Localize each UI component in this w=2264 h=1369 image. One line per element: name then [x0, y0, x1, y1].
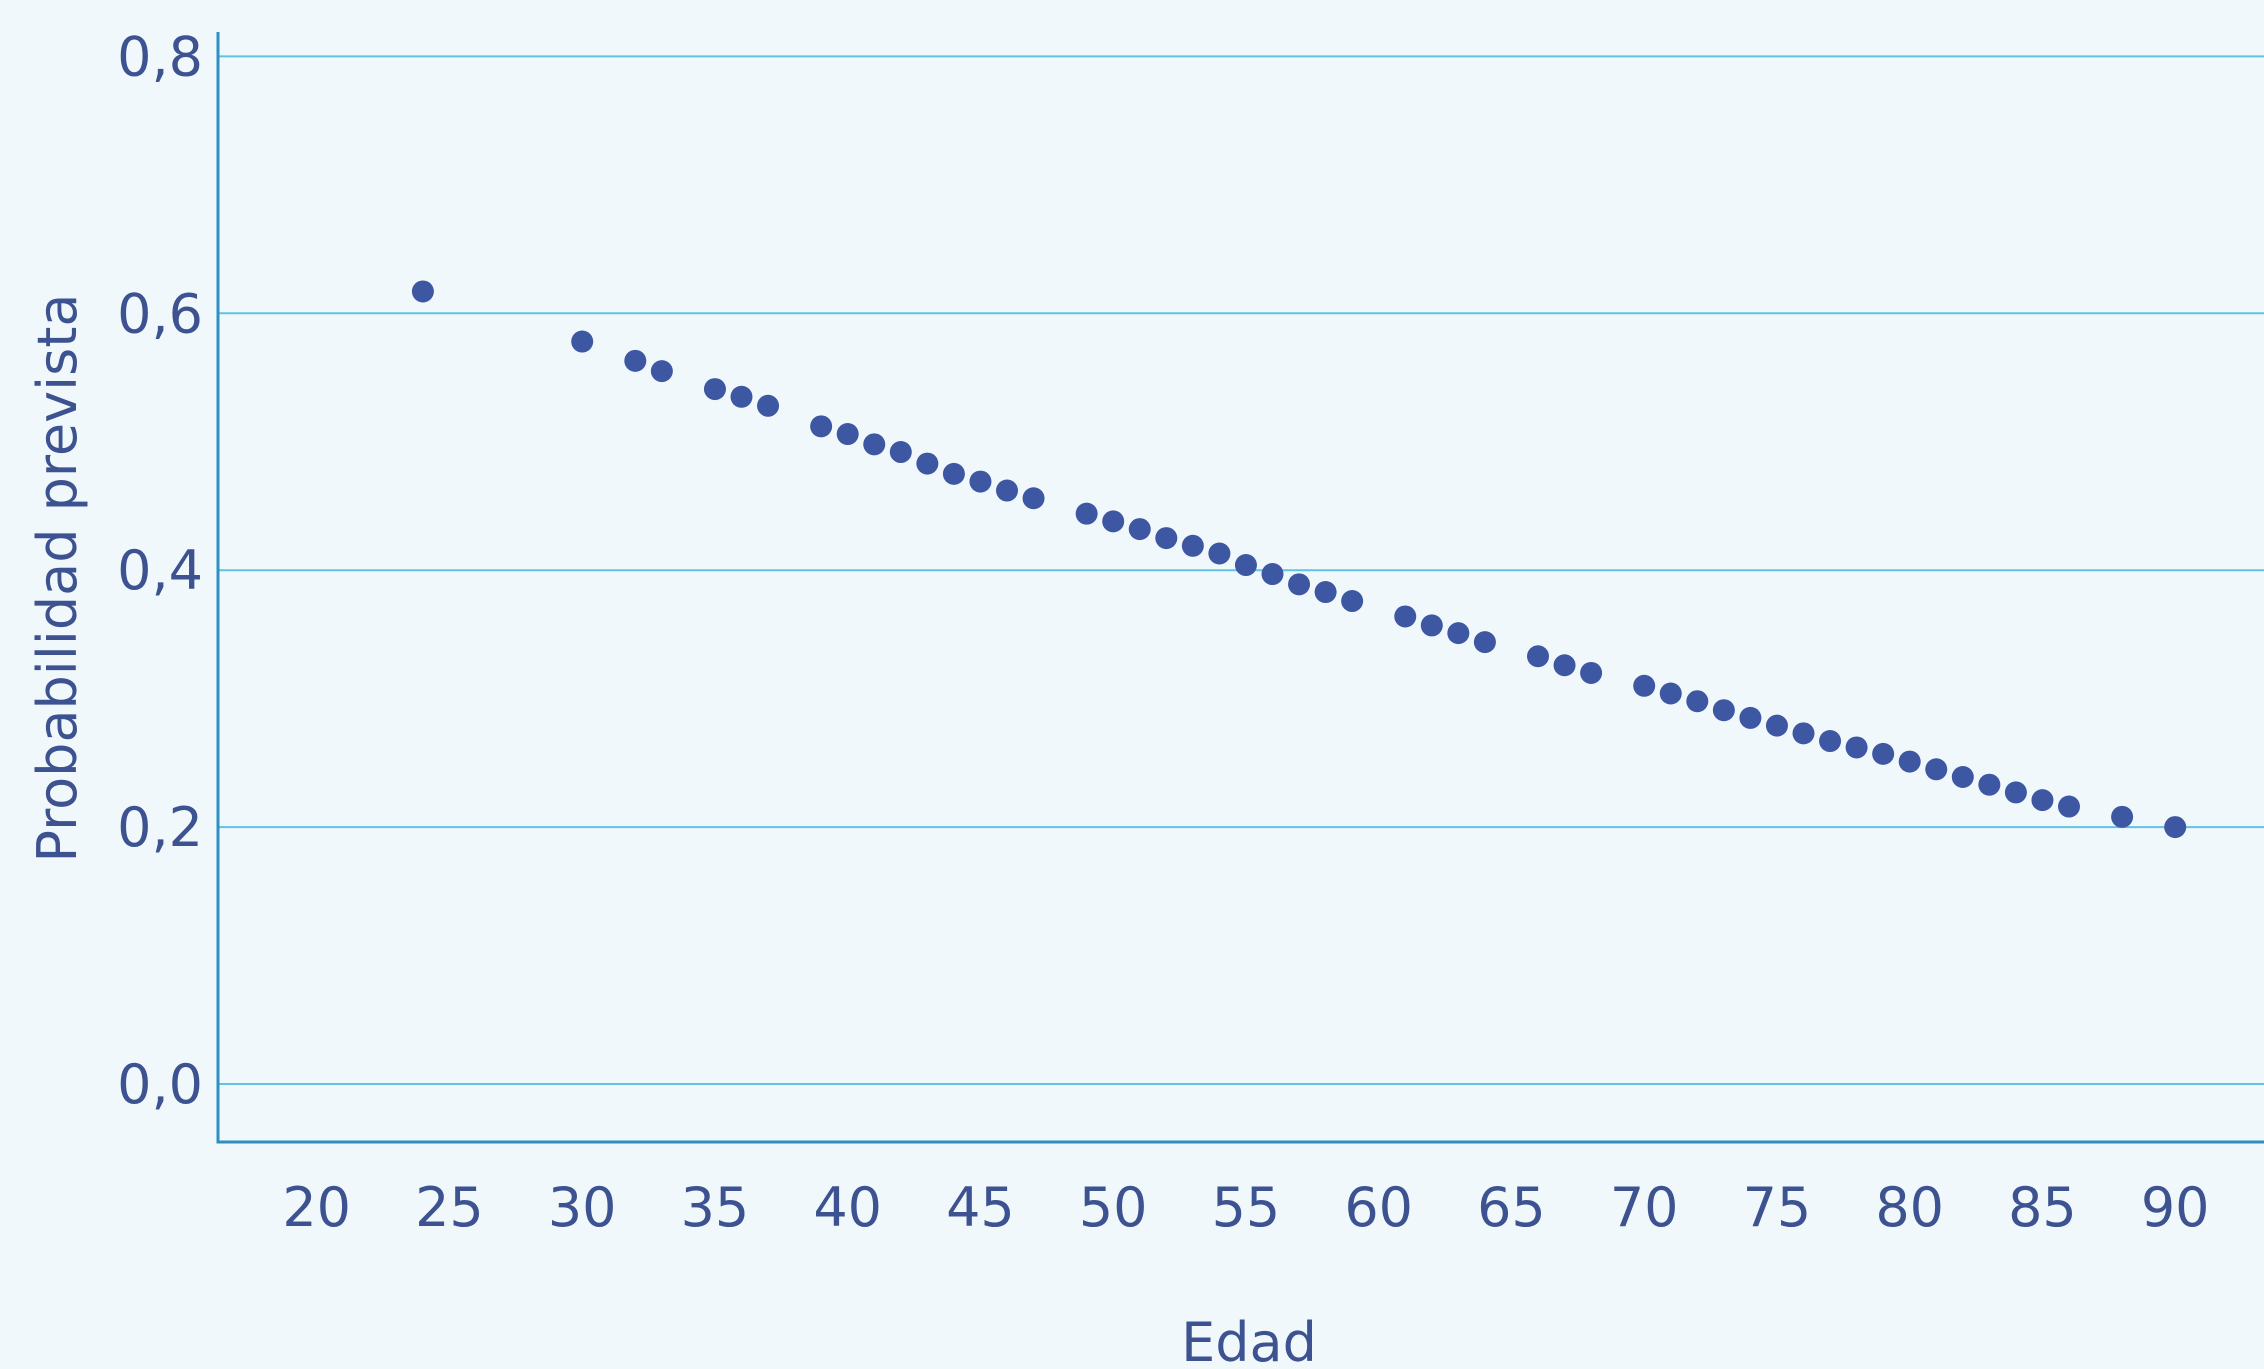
data-point [1288, 573, 1310, 595]
data-point [571, 331, 593, 353]
data-point [890, 441, 912, 463]
data-point [1872, 743, 1894, 765]
data-point [996, 480, 1018, 502]
data-point [810, 415, 832, 437]
data-point [1660, 683, 1682, 705]
data-point [704, 378, 726, 400]
data-point [1235, 554, 1257, 576]
y-tick-label: 0,0 [117, 1053, 203, 1116]
x-tick-label: 35 [681, 1176, 750, 1239]
data-point [1899, 751, 1921, 773]
data-point [1952, 766, 1974, 788]
x-tick-label: 30 [548, 1176, 617, 1239]
x-tick-label: 20 [282, 1176, 351, 1239]
x-tick-labels: 20 25 30 35 40 45 50 55 60 65 70 75 80 85 90 [282, 1176, 2209, 1239]
data-point [1978, 774, 2000, 796]
data-point [1474, 631, 1496, 653]
data-point [1633, 675, 1655, 697]
data-point [1580, 662, 1602, 684]
data-point [1208, 543, 1230, 565]
x-tick-label: 50 [1079, 1176, 1148, 1239]
y-tick-label: 0,2 [117, 796, 203, 859]
data-point [1447, 622, 1469, 644]
data-point [1129, 518, 1151, 540]
x-tick-label: 85 [2008, 1176, 2077, 1239]
x-tick-label: 80 [1875, 1176, 1944, 1239]
y-axis-title: Probabilidad prevista [26, 293, 89, 862]
data-point [1182, 535, 1204, 557]
data-point [943, 463, 965, 485]
data-point [969, 471, 991, 493]
data-point [1819, 730, 1841, 752]
data-point [1421, 614, 1443, 636]
data-point [1394, 605, 1416, 627]
x-tick-label: 55 [1212, 1176, 1281, 1239]
x-tick-label: 90 [2141, 1176, 2210, 1239]
x-tick-label: 65 [1477, 1176, 1546, 1239]
x-tick-label: 70 [1610, 1176, 1679, 1239]
x-tick-label: 75 [1743, 1176, 1812, 1239]
data-point [1527, 645, 1549, 667]
data-point [2005, 781, 2027, 803]
data-point [412, 280, 434, 302]
data-point [731, 386, 753, 408]
data-point [1739, 707, 1761, 729]
data-point [1554, 654, 1576, 676]
data-point [624, 350, 646, 372]
data-points [412, 280, 2186, 838]
x-tick-label: 45 [946, 1176, 1015, 1239]
x-tick-label: 25 [415, 1176, 484, 1239]
data-point [1076, 503, 1098, 525]
y-tick-label: 0,4 [117, 539, 203, 602]
data-point [1262, 563, 1284, 585]
x-tick-label: 40 [813, 1176, 882, 1239]
data-point [1341, 590, 1363, 612]
x-axis-title: Edad [1181, 1311, 1317, 1364]
data-point [1793, 722, 1815, 744]
data-point [1102, 510, 1124, 532]
data-point [1155, 527, 1177, 549]
data-point [2031, 789, 2053, 811]
data-point [1925, 758, 1947, 780]
data-point [2164, 816, 2186, 838]
data-point [1766, 715, 1788, 737]
y-tick-label: 0,6 [117, 282, 203, 345]
data-point [1315, 581, 1337, 603]
data-point [1713, 699, 1735, 721]
data-point [651, 360, 673, 382]
data-point [863, 433, 885, 455]
y-tick-label: 0,8 [117, 25, 203, 88]
x-tick-label: 60 [1344, 1176, 1413, 1239]
data-point [2058, 796, 2080, 818]
y-tick-labels: 0,0 0,2 0,4 0,6 0,8 [117, 25, 203, 1116]
data-point [837, 423, 859, 445]
data-point [1023, 487, 1045, 509]
data-point [757, 395, 779, 417]
data-point [1846, 736, 1868, 758]
data-point [1686, 690, 1708, 712]
axes [217, 32, 2264, 1142]
data-point [2111, 806, 2133, 828]
data-point [916, 453, 938, 475]
